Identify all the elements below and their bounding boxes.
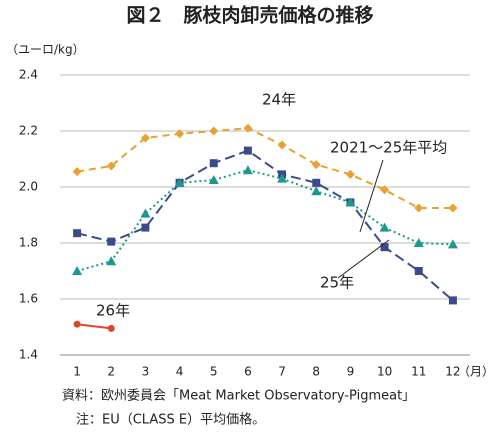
series-label: 2021～25年平均 <box>330 139 447 157</box>
marker <box>243 123 253 133</box>
marker <box>414 203 424 213</box>
marker <box>208 175 219 184</box>
series-line <box>76 169 453 272</box>
marker <box>106 256 117 266</box>
marker <box>311 160 321 170</box>
series-label: 25年 <box>320 274 354 292</box>
x-tick-label: 9 <box>347 365 355 379</box>
x-tick-label: 10 <box>377 365 392 379</box>
y-tick-label: 1.8 <box>19 236 38 250</box>
marker <box>106 161 116 171</box>
marker <box>311 186 322 196</box>
x-tick-label: 3 <box>142 365 150 379</box>
y-tick-label: 1.6 <box>19 292 38 306</box>
y-tick-label: 2.0 <box>19 180 38 194</box>
marker <box>140 133 150 143</box>
x-tick-label: 5 <box>210 365 218 379</box>
series-label: 24年 <box>262 91 296 109</box>
marker <box>73 320 81 328</box>
x-tick-label: 7 <box>278 365 286 379</box>
marker <box>107 237 116 246</box>
x-tick-label: 1 <box>73 365 81 379</box>
marker <box>107 324 115 332</box>
marker <box>380 243 389 252</box>
marker <box>312 178 321 187</box>
x-tick-label: 2 <box>107 365 115 379</box>
y-axis-label: （ユーロ/kg） <box>6 43 85 57</box>
marker <box>345 169 355 179</box>
series-line <box>76 323 112 330</box>
x-tick-label: 6 <box>244 365 252 379</box>
leader-line <box>359 159 384 233</box>
y-tick-label: 2.4 <box>19 68 38 82</box>
marker <box>345 197 356 207</box>
chart-title: 図２ 豚枝肉卸売価格の推移 <box>126 4 373 27</box>
marker <box>174 177 185 187</box>
marker <box>448 203 458 213</box>
marker <box>209 126 219 136</box>
marker <box>242 165 253 175</box>
marker <box>277 140 287 150</box>
y-tick-label: 2.2 <box>19 124 38 138</box>
footnote: 注：EU（CLASS E）平均価格。 <box>76 412 265 428</box>
series-line <box>76 127 453 209</box>
marker <box>277 173 288 183</box>
marker <box>72 167 82 177</box>
x-tick-label: 12 <box>445 365 460 379</box>
x-tick-label: 8 <box>312 365 320 379</box>
x-tick-label: 4 <box>176 365 184 379</box>
series-line <box>76 149 454 302</box>
marker <box>448 296 457 305</box>
y-tick-label: 1.4 <box>19 348 38 362</box>
marker <box>175 129 185 139</box>
x-axis-label: （月） <box>458 365 494 379</box>
marker <box>140 208 151 218</box>
marker <box>414 267 423 275</box>
marker <box>380 185 390 195</box>
marker <box>379 222 390 232</box>
marker <box>413 238 424 247</box>
marker <box>73 229 82 238</box>
marker <box>243 146 252 155</box>
leader-line <box>337 239 390 279</box>
series-label: 26年 <box>96 302 130 320</box>
marker <box>72 266 83 275</box>
marker <box>141 223 150 232</box>
marker <box>447 239 458 249</box>
source-note: 資料：欧州委員会「Meat Market Observatory-Pigmeat… <box>62 389 415 404</box>
marker <box>209 159 218 168</box>
x-tick-label: 11 <box>411 365 426 379</box>
